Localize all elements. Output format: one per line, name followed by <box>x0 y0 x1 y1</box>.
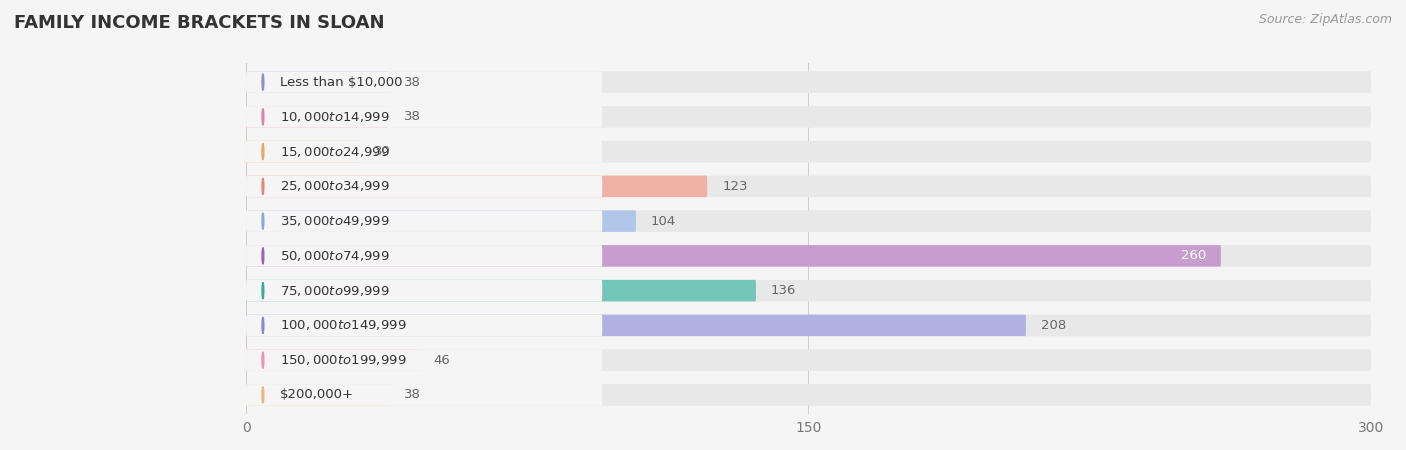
Text: $50,000 to $74,999: $50,000 to $74,999 <box>280 249 389 263</box>
Text: $15,000 to $24,999: $15,000 to $24,999 <box>280 144 389 158</box>
FancyBboxPatch shape <box>246 210 602 232</box>
FancyBboxPatch shape <box>246 106 1371 128</box>
Text: 38: 38 <box>404 388 420 401</box>
FancyBboxPatch shape <box>246 245 1371 267</box>
Circle shape <box>262 248 264 264</box>
FancyBboxPatch shape <box>246 141 359 162</box>
Text: 123: 123 <box>723 180 748 193</box>
FancyBboxPatch shape <box>246 245 602 267</box>
FancyBboxPatch shape <box>246 280 1371 302</box>
FancyBboxPatch shape <box>246 315 602 336</box>
FancyBboxPatch shape <box>246 349 419 371</box>
Text: 30: 30 <box>374 145 391 158</box>
FancyBboxPatch shape <box>246 72 1371 93</box>
Text: $35,000 to $49,999: $35,000 to $49,999 <box>280 214 389 228</box>
FancyBboxPatch shape <box>246 72 388 93</box>
FancyBboxPatch shape <box>246 280 602 302</box>
Text: FAMILY INCOME BRACKETS IN SLOAN: FAMILY INCOME BRACKETS IN SLOAN <box>14 14 385 32</box>
FancyBboxPatch shape <box>246 141 1371 162</box>
Text: $25,000 to $34,999: $25,000 to $34,999 <box>280 180 389 194</box>
Text: $100,000 to $149,999: $100,000 to $149,999 <box>280 319 406 333</box>
FancyBboxPatch shape <box>246 176 1371 197</box>
Circle shape <box>262 387 264 403</box>
Text: 136: 136 <box>770 284 796 297</box>
Text: $75,000 to $99,999: $75,000 to $99,999 <box>280 284 389 297</box>
Text: 38: 38 <box>404 76 420 89</box>
FancyBboxPatch shape <box>246 349 602 371</box>
FancyBboxPatch shape <box>246 106 388 128</box>
FancyBboxPatch shape <box>246 384 1371 405</box>
FancyBboxPatch shape <box>246 245 1220 267</box>
Circle shape <box>262 144 264 160</box>
FancyBboxPatch shape <box>246 210 636 232</box>
Text: Less than $10,000: Less than $10,000 <box>280 76 402 89</box>
Circle shape <box>262 317 264 333</box>
FancyBboxPatch shape <box>246 315 1371 336</box>
Circle shape <box>262 213 264 230</box>
FancyBboxPatch shape <box>246 176 707 197</box>
Text: $10,000 to $14,999: $10,000 to $14,999 <box>280 110 389 124</box>
FancyBboxPatch shape <box>246 384 388 405</box>
Text: 104: 104 <box>651 215 676 228</box>
Circle shape <box>262 352 264 368</box>
Text: 208: 208 <box>1040 319 1066 332</box>
Text: 38: 38 <box>404 110 420 123</box>
FancyBboxPatch shape <box>246 106 602 128</box>
FancyBboxPatch shape <box>246 349 1371 371</box>
Text: Source: ZipAtlas.com: Source: ZipAtlas.com <box>1258 14 1392 27</box>
Text: 260: 260 <box>1181 249 1206 262</box>
FancyBboxPatch shape <box>246 280 756 302</box>
Circle shape <box>262 283 264 299</box>
Circle shape <box>262 74 264 90</box>
Circle shape <box>262 178 264 194</box>
Text: $200,000+: $200,000+ <box>280 388 354 401</box>
Text: 46: 46 <box>433 354 450 367</box>
FancyBboxPatch shape <box>246 141 602 162</box>
FancyBboxPatch shape <box>246 384 602 405</box>
FancyBboxPatch shape <box>246 72 602 93</box>
FancyBboxPatch shape <box>246 210 1371 232</box>
FancyBboxPatch shape <box>246 176 602 197</box>
Text: $150,000 to $199,999: $150,000 to $199,999 <box>280 353 406 367</box>
FancyBboxPatch shape <box>246 315 1026 336</box>
Circle shape <box>262 109 264 125</box>
